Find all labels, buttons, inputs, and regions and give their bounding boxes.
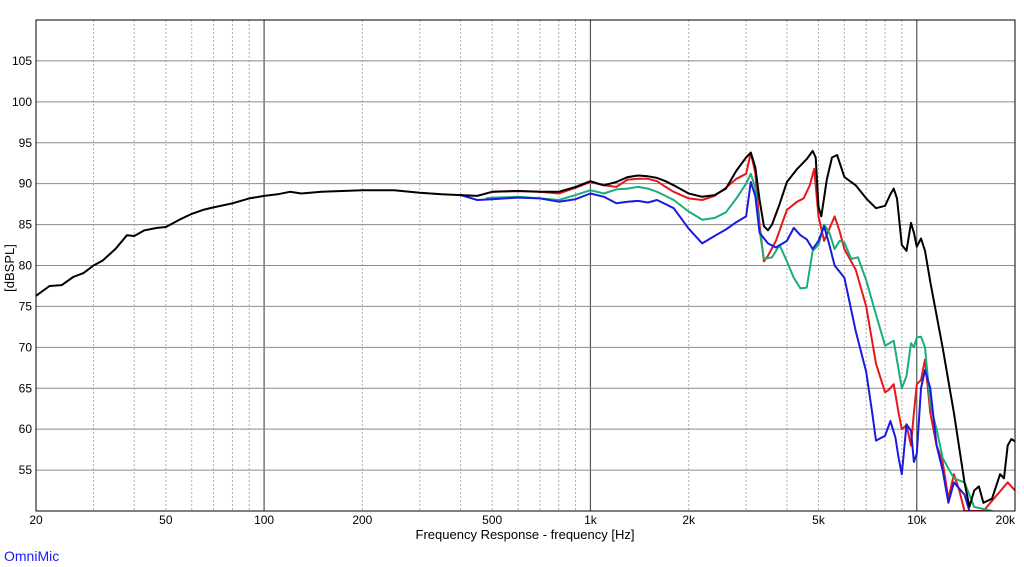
series-line-0 (36, 149, 1015, 508)
y-tick-label: 90 (19, 177, 33, 191)
x-tick-label: 2k (682, 513, 696, 527)
plot-frame (35, 19, 1016, 512)
series-line-1 (491, 151, 1015, 511)
x-tick-label: 5k (812, 513, 826, 527)
series-line-3 (459, 181, 971, 511)
series-layer (36, 149, 1015, 511)
y-tick-label: 55 (19, 463, 33, 477)
brand-label: OmniMic (4, 548, 60, 564)
x-tick-label: 200 (352, 513, 372, 527)
x-tick-label: 100 (254, 513, 274, 527)
x-tick-labels: 20 50 100 200 500 1k 2k 5k 10k 20k (29, 513, 1016, 527)
series-line-2 (485, 172, 993, 511)
x-tick-label: 500 (482, 513, 502, 527)
x-tick-label: 20k (996, 513, 1016, 527)
y-tick-label: 80 (19, 259, 33, 273)
y-axis-title: [dBSPL] (2, 244, 17, 292)
x-tick-label: 1k (584, 513, 598, 527)
x-tick-label: 10k (907, 513, 927, 527)
x-tick-label: 20 (29, 513, 43, 527)
y-tick-labels: 55 60 65 70 75 80 85 90 95 100 105 (12, 54, 32, 477)
y-tick-label: 105 (12, 54, 32, 68)
x-axis-title: Frequency Response - frequency [Hz] (416, 527, 635, 542)
x-tick-label: 50 (159, 513, 173, 527)
y-tick-label: 70 (19, 340, 33, 354)
y-tick-label: 60 (19, 422, 33, 436)
y-tick-label: 75 (19, 299, 33, 313)
y-tick-label: 100 (12, 95, 32, 109)
y-tick-label: 85 (19, 218, 33, 232)
y-tick-label: 65 (19, 381, 33, 395)
y-tick-label: 95 (19, 136, 33, 150)
